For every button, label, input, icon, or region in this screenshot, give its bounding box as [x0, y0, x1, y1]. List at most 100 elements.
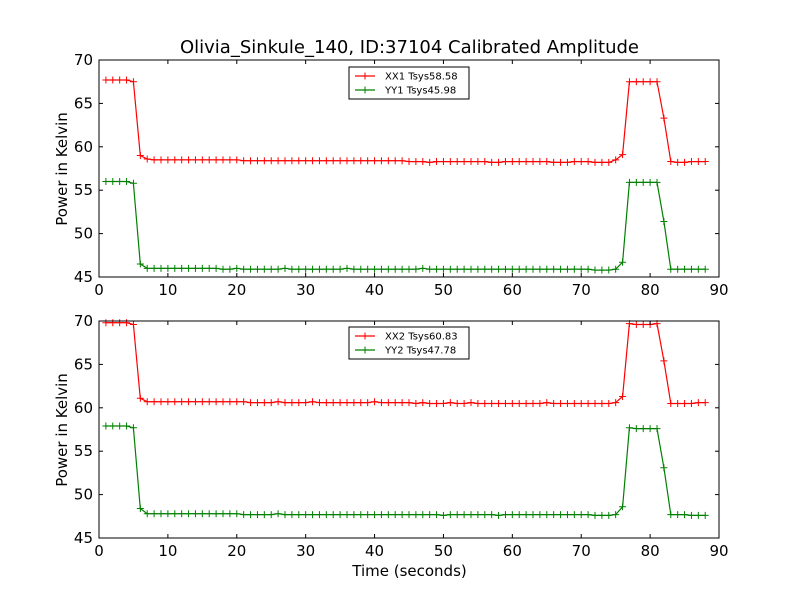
- x-tick-label: 60: [503, 542, 522, 560]
- data-point: [563, 265, 571, 273]
- data-point: [446, 265, 454, 273]
- data-point: [116, 319, 124, 327]
- data-point: [481, 158, 489, 166]
- x-tick-label: 80: [641, 281, 660, 299]
- data-point: [150, 264, 158, 272]
- x-tick-label: 50: [434, 281, 453, 299]
- data-point: [384, 399, 392, 407]
- data-point: [123, 76, 131, 84]
- top-plot: 0 10 20 30 40 50 60 70 80 90 45 50 55 60 65 70 XX1 Tsys5…: [74, 51, 729, 299]
- legend-marker: [361, 72, 369, 80]
- data-point: [570, 511, 578, 519]
- data-point: [598, 158, 606, 166]
- data-point: [185, 264, 193, 272]
- data-point: [460, 511, 468, 519]
- data-point: [632, 178, 640, 186]
- data-point: [563, 399, 571, 407]
- data-point: [536, 265, 544, 273]
- data-point: [391, 157, 399, 165]
- data-point: [501, 158, 509, 166]
- data-point: [681, 265, 689, 273]
- data-point: [660, 217, 668, 225]
- data-point: [384, 265, 392, 273]
- data-point: [350, 265, 358, 273]
- data-point: [219, 265, 227, 273]
- data-point: [625, 178, 633, 186]
- data-point: [143, 264, 151, 272]
- data-point: [371, 511, 379, 519]
- data-point: [329, 511, 337, 519]
- data-point: [129, 78, 137, 86]
- data-point: [474, 265, 482, 273]
- data-point: [274, 265, 282, 273]
- data-point: [426, 511, 434, 519]
- x-tick-label: 20: [227, 281, 246, 299]
- data-point: [150, 510, 158, 518]
- data-point: [164, 156, 172, 164]
- data-point: [343, 157, 351, 165]
- data-point: [495, 158, 503, 166]
- data-point: [619, 503, 627, 511]
- data-point: [488, 511, 496, 519]
- data-point: [136, 151, 144, 159]
- data-point: [460, 158, 468, 166]
- y-tick-label: 65: [74, 94, 93, 112]
- data-point: [295, 157, 303, 165]
- data-point: [660, 114, 668, 122]
- data-point: [536, 158, 544, 166]
- x-tick-label: 10: [158, 542, 177, 560]
- legend: XX2 Tsys60.83 YY2 Tsys47.78: [348, 326, 470, 360]
- data-point: [198, 398, 206, 406]
- data-point: [522, 158, 530, 166]
- data-point: [364, 399, 372, 407]
- data-point: [667, 511, 675, 519]
- data-point: [646, 425, 654, 433]
- data-point: [701, 511, 709, 519]
- data-point: [309, 265, 317, 273]
- legend-label: YY1 Tsys45.98: [384, 86, 456, 97]
- data-point: [598, 511, 606, 519]
- data-point: [687, 399, 695, 407]
- data-point: [322, 511, 330, 519]
- data-point: [550, 511, 558, 519]
- data-point: [171, 398, 179, 406]
- data-point: [267, 265, 275, 273]
- data-point: [667, 399, 675, 407]
- data-point: [674, 511, 682, 519]
- data-point: [129, 179, 137, 187]
- data-point: [577, 265, 585, 273]
- data-point: [357, 157, 365, 165]
- data-point: [419, 399, 427, 407]
- data-point: [467, 399, 475, 407]
- data-point: [653, 178, 661, 186]
- data-point: [398, 399, 406, 407]
- data-point: [315, 157, 323, 165]
- data-point: [653, 425, 661, 433]
- data-point: [508, 511, 516, 519]
- data-point: [632, 78, 640, 86]
- data-point: [288, 511, 296, 519]
- data-point: [481, 265, 489, 273]
- series-line-2: [105, 425, 706, 517]
- data-point: [605, 399, 613, 407]
- data-point: [109, 178, 117, 186]
- data-point: [377, 399, 385, 407]
- data-point: [198, 156, 206, 164]
- data-point: [116, 76, 124, 84]
- data-point: [674, 265, 682, 273]
- data-point: [563, 158, 571, 166]
- data-point: [598, 266, 606, 274]
- data-point: [205, 398, 213, 406]
- data-point: [591, 511, 599, 519]
- y-tick-label: 45: [74, 268, 93, 286]
- plot-frame: [98, 320, 720, 539]
- data-point: [253, 399, 261, 407]
- data-point: [426, 399, 434, 407]
- data-point: [529, 158, 537, 166]
- data-point: [171, 264, 179, 272]
- data-point: [453, 511, 461, 519]
- y-tick-label: 55: [74, 442, 93, 460]
- data-point: [116, 422, 124, 430]
- data-point: [295, 511, 303, 519]
- data-point: [515, 158, 523, 166]
